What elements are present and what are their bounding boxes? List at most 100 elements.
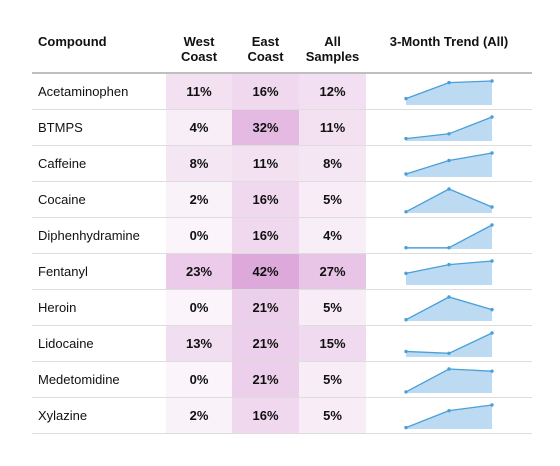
value-cell-east: 42% xyxy=(232,253,299,290)
compound-name: Caffeine xyxy=(38,156,87,171)
compound-name: Diphenhydramine xyxy=(38,228,140,243)
sparkline xyxy=(404,366,494,394)
sparkline-point xyxy=(447,262,451,266)
header-all-line2: Samples xyxy=(305,49,360,64)
header-east-coast: East Coast xyxy=(232,34,299,73)
value-cell-east: 21% xyxy=(232,289,299,326)
value-cell-all: 5% xyxy=(299,361,366,398)
compound-name: Xylazine xyxy=(38,408,88,423)
sparkline-point xyxy=(490,368,494,373)
value-cell-east: 21% xyxy=(232,361,299,398)
compound-name: Fentanyl xyxy=(38,264,88,279)
header-compound: Compound xyxy=(32,34,166,73)
compound-name: Acetaminophen xyxy=(38,84,129,99)
sparkline-area xyxy=(406,152,492,177)
sparkline-point xyxy=(490,78,494,83)
sparkline-point xyxy=(490,150,494,155)
value-cell-east: 21% xyxy=(232,325,299,362)
sparkline xyxy=(404,330,494,357)
value-cell-all: 15% xyxy=(299,325,366,362)
value-cell-all: 4% xyxy=(299,217,366,254)
sparkline-area xyxy=(406,404,492,429)
value-cell-west: 11% xyxy=(166,73,232,110)
sparkline-point xyxy=(447,80,451,84)
sparkline-area xyxy=(406,368,492,393)
header-east-line2: Coast xyxy=(247,49,284,64)
sparkline-area xyxy=(406,80,492,105)
trend-cell xyxy=(366,362,532,398)
value-cell-all: 5% xyxy=(299,397,366,434)
value-cell-east: 16% xyxy=(232,181,299,218)
sparkline-point xyxy=(404,136,408,140)
table-row: BTMPS 4% 32% 11% xyxy=(32,109,532,146)
sparkline-point xyxy=(447,294,451,299)
value-cell-west: 4% xyxy=(166,109,232,146)
sparkline-point xyxy=(490,307,494,311)
sparkline-point xyxy=(404,389,408,394)
compound-name: Lidocaine xyxy=(38,336,94,351)
header-west-line1: West xyxy=(183,34,215,49)
sparkline-point xyxy=(404,96,408,100)
sparkline-point xyxy=(447,186,451,191)
sparkline xyxy=(404,150,494,177)
sparkline xyxy=(404,114,494,141)
trend-cell xyxy=(366,110,532,146)
sparkline-area xyxy=(406,260,492,285)
sparkline-area xyxy=(406,296,492,321)
trend-cell xyxy=(366,218,532,254)
header-west-line2: Coast xyxy=(180,49,218,64)
table-row: Lidocaine 13% 21% 15% xyxy=(32,325,532,362)
sparkline xyxy=(404,222,494,249)
data-table: Compound West Coast East Coast All Sampl… xyxy=(32,34,532,434)
table-row: Xylazine 2% 16% 5% xyxy=(32,397,532,434)
value-cell-east: 16% xyxy=(232,397,299,434)
compound-name: Medetomidine xyxy=(38,372,120,387)
table-body: Acetaminophen 11% 16% 12% BTMPS 4% 32% 11% Caffe… xyxy=(32,73,532,434)
sparkline-point xyxy=(404,271,408,275)
table-row: Caffeine 8% 11% 8% xyxy=(32,145,532,182)
compound-name: Cocaine xyxy=(38,192,86,207)
trend-cell xyxy=(366,326,532,362)
value-cell-west: 13% xyxy=(166,325,232,362)
sparkline xyxy=(404,186,494,213)
table-row: Cocaine 2% 16% 5% xyxy=(32,181,532,218)
compound-name: BTMPS xyxy=(38,120,83,135)
value-cell-all: 5% xyxy=(299,289,366,326)
value-cell-east: 16% xyxy=(232,217,299,254)
sparkline-point xyxy=(447,245,451,249)
sparkline-point xyxy=(490,330,494,335)
header-all-samples: All Samples xyxy=(299,34,366,73)
sparkline xyxy=(404,258,494,285)
sparkline-point xyxy=(404,425,408,429)
header-trend: 3-Month Trend (All) xyxy=(366,34,532,73)
value-cell-west: 0% xyxy=(166,361,232,398)
compound-name: Heroin xyxy=(38,300,77,315)
value-cell-west: 0% xyxy=(166,289,232,326)
value-cell-all: 5% xyxy=(299,181,366,218)
trend-cell xyxy=(366,398,532,434)
value-cell-east: 11% xyxy=(232,145,299,182)
sparkline-area xyxy=(406,188,492,213)
header-compound-label: Compound xyxy=(38,34,107,49)
sparkline-point xyxy=(447,158,451,162)
sparkline-point xyxy=(490,402,494,407)
sparkline xyxy=(404,402,494,429)
sparkline xyxy=(404,294,494,321)
sparkline-point xyxy=(490,204,494,209)
table-row: Heroin 0% 21% 5% xyxy=(32,289,532,326)
sparkline-point xyxy=(404,245,408,249)
value-cell-all: 27% xyxy=(299,253,366,290)
table-row: Acetaminophen 11% 16% 12% xyxy=(32,73,532,110)
sparkline-area xyxy=(406,332,492,357)
value-cell-all: 8% xyxy=(299,145,366,182)
sparkline-point xyxy=(490,222,494,227)
trend-cell xyxy=(366,290,532,326)
header-east-line1: East xyxy=(251,34,280,49)
sparkline-area xyxy=(406,224,492,249)
sparkline xyxy=(404,78,494,105)
trend-cell xyxy=(366,182,532,218)
sparkline-point xyxy=(404,317,408,321)
value-cell-west: 8% xyxy=(166,145,232,182)
table-row: Fentanyl 23% 42% 27% xyxy=(32,253,532,290)
